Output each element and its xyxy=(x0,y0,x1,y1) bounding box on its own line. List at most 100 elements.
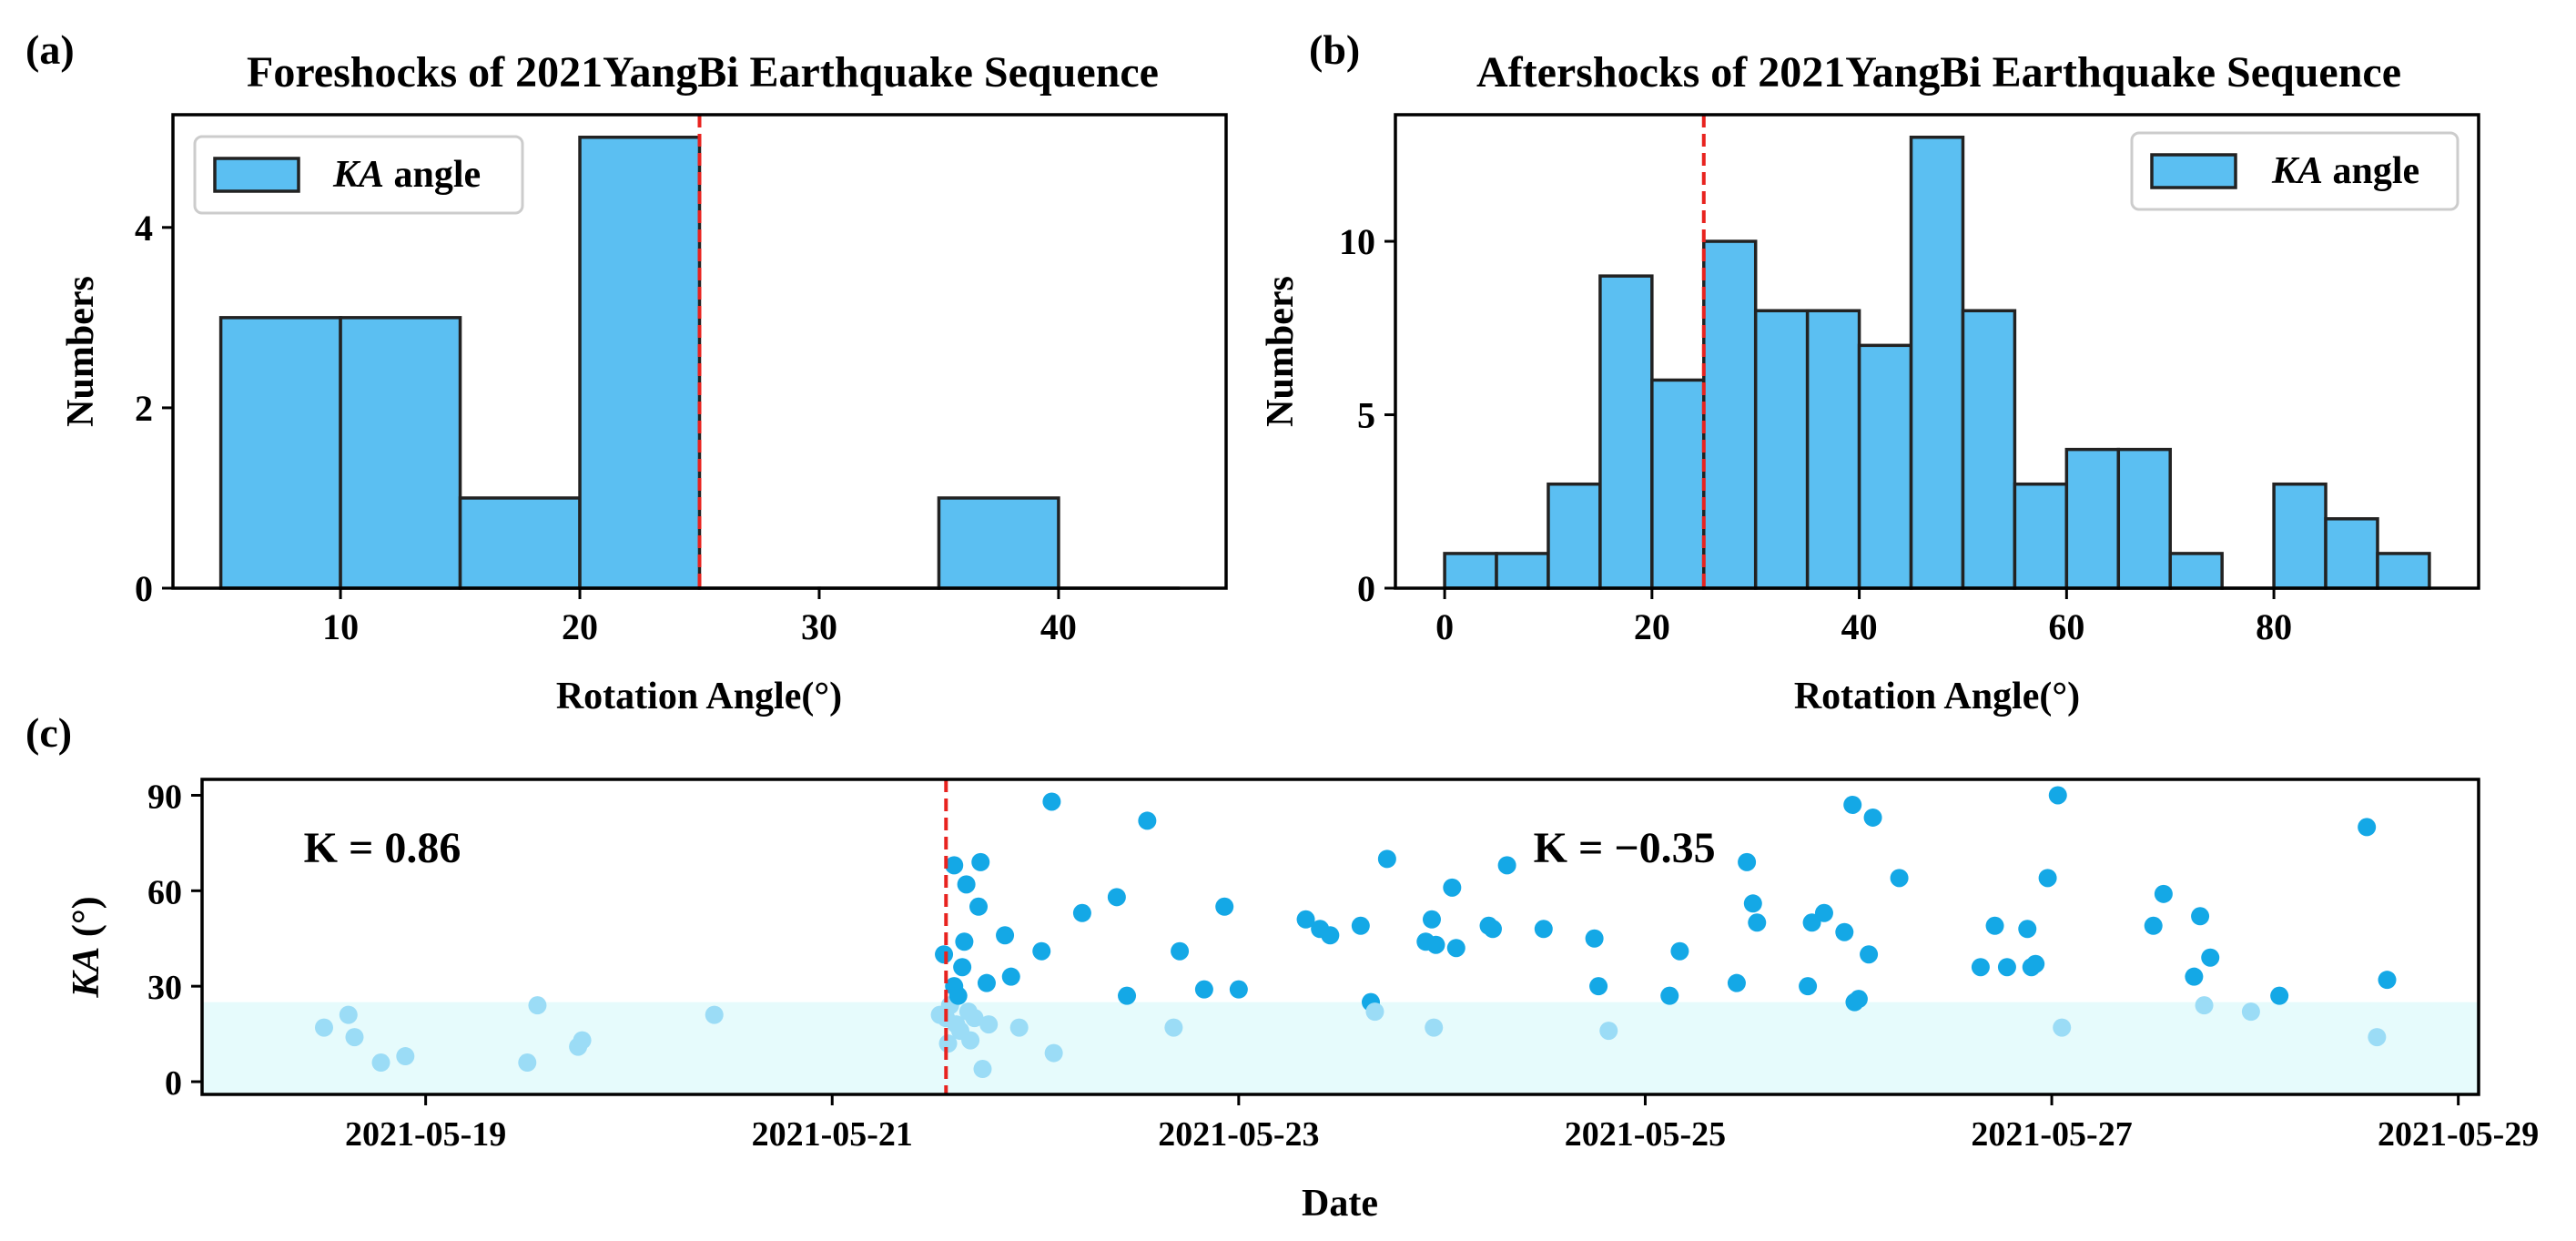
panel-c-point xyxy=(2201,948,2220,967)
panel-c-point xyxy=(2154,884,2173,903)
panel-c-point xyxy=(1860,945,1879,964)
panel-c-point xyxy=(979,1015,999,1034)
panel-c-point xyxy=(1835,922,1854,941)
panel-c-point xyxy=(1365,1002,1384,1022)
panel-b-x-tick-label: 0 xyxy=(1435,606,1454,647)
panel-c-point xyxy=(2144,916,2163,935)
panel-c-point xyxy=(1138,811,1157,830)
panel-a-legend-frame xyxy=(193,135,524,215)
panel-a-foreshocks-histogram: (a) Foreshocks of 2021YangBi Earthquake … xyxy=(25,26,1228,717)
panel-b-bar xyxy=(1547,482,1602,590)
panel-c-point xyxy=(396,1047,415,1066)
panel-c-axes-frame xyxy=(200,778,2480,1096)
panel-c-point xyxy=(1843,795,1862,814)
panel-c-point xyxy=(961,1031,980,1050)
panel-a-y-tick-label: 0 xyxy=(135,568,153,609)
panel-c-point xyxy=(1001,967,1020,986)
panel-c-point xyxy=(977,973,996,992)
panel-c-point xyxy=(2185,967,2204,986)
panel-c-point xyxy=(2053,1018,2072,1037)
panel-c-point xyxy=(965,1009,984,1028)
panel-c-ka-scatter: (c) 2021-05-19 2021-05-21 2021-05-23 2021-0… xyxy=(25,709,2539,1225)
panel-b-ylabel: Numbers xyxy=(1260,276,1302,427)
panel-c-threshold-band xyxy=(202,1002,2479,1094)
panel-c-point xyxy=(1351,916,1370,935)
panel-c-point xyxy=(2241,1002,2260,1022)
panel-c-point xyxy=(1985,916,2004,935)
panel-b-aftershocks-histogram: (b) Aftershocks of 2021YangBi Earthquake… xyxy=(1260,26,2480,717)
panel-c-point xyxy=(1321,926,1340,945)
panel-c-point xyxy=(1863,808,1882,827)
panel-c-point xyxy=(345,1028,364,1047)
panel-c-point xyxy=(2358,818,2377,837)
panel-b-xlabel: Rotation Angle(°) xyxy=(1794,676,2080,717)
panel-c-point xyxy=(955,932,974,951)
panel-c-point xyxy=(1670,941,1689,961)
panel-b-x-tick-label: 60 xyxy=(2048,606,2084,647)
panel-c-point xyxy=(2195,996,2214,1015)
panel-c-point xyxy=(1215,897,1234,916)
panel-b-legend: KA angle xyxy=(2130,131,2459,211)
panel-a-bar xyxy=(218,316,342,590)
panel-b-y-tick-label: 10 xyxy=(1339,221,1375,262)
panel-c-point xyxy=(948,986,968,1005)
panel-c-point xyxy=(1738,852,1757,871)
panel-c-point xyxy=(1171,941,1190,961)
panel-a-x-tick-label: 20 xyxy=(562,606,598,647)
panel-c-points xyxy=(314,786,2397,1079)
panel-c-point xyxy=(1446,939,1465,958)
panel-a-xlabel: Rotation Angle(°) xyxy=(556,676,842,717)
panel-c-point xyxy=(2191,907,2210,926)
panel-c-point xyxy=(1599,1022,1618,1041)
panel-a-bars xyxy=(218,136,1181,590)
panel-a-legend-label: KA angle xyxy=(332,154,481,196)
panel-c-point xyxy=(1971,958,1990,977)
panel-c-annotation-after: K = −0.35 xyxy=(1534,824,1716,872)
panel-c-x-tick-label: 2021-05-27 xyxy=(1971,1115,2132,1154)
panel-a-legend-swatch xyxy=(213,157,300,193)
panel-c-point xyxy=(2270,986,2289,1005)
panel-a-y-ticks: 0 2 4 xyxy=(135,208,173,609)
panel-c-point xyxy=(1483,920,1502,939)
panel-c-ylabel: KA (°) xyxy=(66,896,107,998)
panel-c-y-tick-label: 0 xyxy=(165,1064,182,1103)
panel-b-bars xyxy=(1443,136,2431,590)
panel-b-bar xyxy=(2272,482,2328,590)
panel-b-bar xyxy=(1443,552,1498,590)
panel-b-bar xyxy=(2376,552,2431,590)
panel-c-point xyxy=(938,1034,958,1053)
panel-a-y-tick-label: 4 xyxy=(135,208,153,249)
panel-b-x-tick-label: 40 xyxy=(1841,606,1878,647)
panel-b-x-tick-label: 20 xyxy=(1634,606,1670,647)
panel-c-point xyxy=(1425,1018,1444,1037)
panel-b-bar xyxy=(1857,343,1913,590)
panel-c-point xyxy=(1194,980,1213,999)
panel-c-x-ticks: 2021-05-19 2021-05-21 2021-05-23 2021-05-25… xyxy=(345,1094,2539,1154)
panel-b-bar xyxy=(2013,482,2069,590)
panel-b-bar xyxy=(1961,309,2017,590)
panel-a-x-tick-label: 10 xyxy=(322,606,359,647)
panel-b-bar xyxy=(1598,274,1654,590)
panel-b-bar xyxy=(1495,552,1550,590)
panel-c-point xyxy=(1009,1018,1029,1037)
panel-b-y-tick-label: 0 xyxy=(1357,568,1375,609)
panel-b-bar xyxy=(2168,552,2224,590)
panel-c-x-tick-label: 2021-05-23 xyxy=(1158,1115,1319,1154)
panel-c-point xyxy=(1849,990,1868,1009)
panel-c-y-tick-label: 90 xyxy=(147,778,182,816)
panel-c-point xyxy=(314,1018,333,1037)
panel-c-point xyxy=(1727,973,1746,992)
panel-a-label: (a) xyxy=(25,26,75,73)
panel-b-x-tick-label: 80 xyxy=(2256,606,2292,647)
panel-a-bar xyxy=(458,496,582,590)
panel-c-point xyxy=(1743,894,1762,913)
panel-c-x-tick-label: 2021-05-29 xyxy=(2378,1115,2539,1154)
panel-c-point xyxy=(969,897,989,916)
panel-c-y-tick-label: 30 xyxy=(147,969,182,1007)
panel-c-point xyxy=(339,1005,358,1024)
panel-c-point xyxy=(2026,954,2045,973)
panel-b-bar xyxy=(2064,447,2121,590)
panel-a-legend: KA angle xyxy=(193,135,524,215)
panel-a-axes-frame xyxy=(171,113,1228,590)
